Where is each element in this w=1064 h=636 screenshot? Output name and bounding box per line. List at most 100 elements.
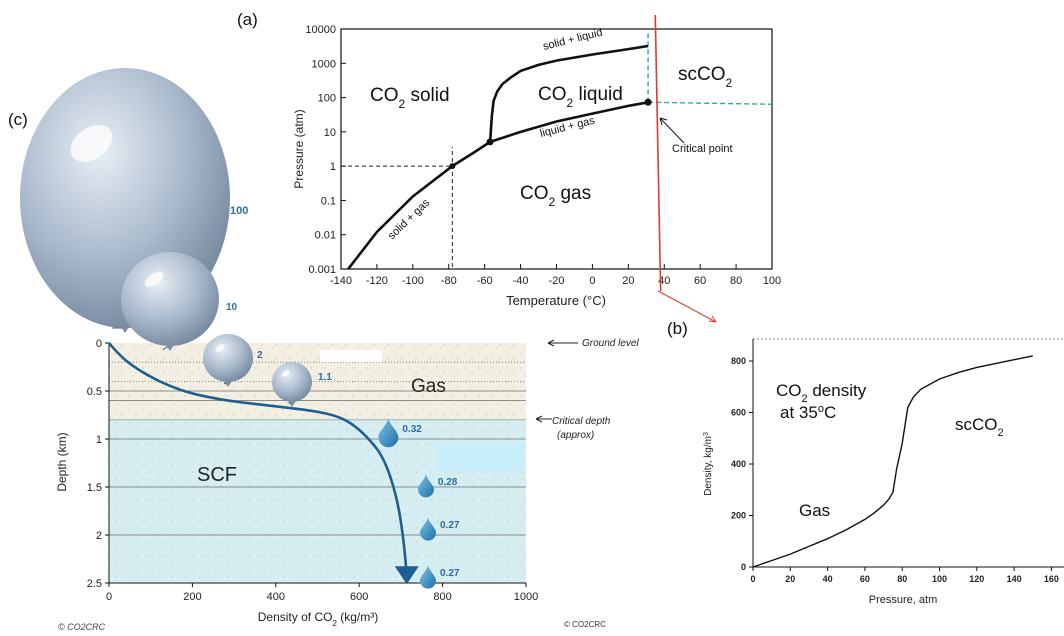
panel-a-frame: [340, 28, 773, 270]
gas-region-label: Gas: [411, 376, 446, 397]
droplet-value-label: 0.32: [402, 424, 422, 435]
critical-point-arrow: [659, 117, 685, 144]
x-tick-label-b: 160: [1044, 574, 1059, 584]
droplet-shape: [378, 418, 399, 448]
balloon-shape: [121, 252, 219, 346]
temperature-axis-label: Temperature (°C): [506, 293, 606, 308]
vaporization-curve: [489, 101, 649, 144]
droplet-value-label: 0.27: [440, 568, 460, 579]
balloon-knot: [166, 345, 174, 351]
co2-gas-label: CO2 gas: [520, 183, 591, 209]
x-tick-label: 20: [622, 275, 634, 287]
density-annotation-line1: CO2 density: [776, 381, 867, 405]
x-tick-label-b: 60: [860, 574, 870, 584]
x-tick-label: -60: [477, 275, 493, 287]
panel-label-a: (a): [237, 10, 258, 29]
pressure-axis-label-b: Pressure, atm: [869, 594, 937, 606]
panel-a-ticks: -140 -120 -100 -80 -60 -40 -20 0 20 40 60 80 1000.00…: [305, 24, 781, 287]
x-tick-label-c: 0: [106, 591, 112, 603]
density-curve: [752, 355, 1033, 568]
y-tick-label-c: 2.5: [87, 578, 102, 590]
gas-region-label-b: Gas: [799, 501, 830, 520]
panel-label-b: (b): [667, 319, 688, 338]
critical-depth-label-line2: (approx): [557, 430, 594, 441]
balloon-knot: [288, 401, 296, 407]
curve-arrowhead: [394, 566, 419, 585]
x-tick-label-b: 20: [785, 574, 795, 584]
droplet-value-label: 0.28: [438, 477, 458, 488]
x-tick-label-c: 400: [267, 591, 285, 603]
panel-a-phase-diagram: -140 -120 -100 -80 -60 -40 -20 0 20 40 60 80 1000.00…: [237, 10, 781, 308]
y-tick-label: 0.01: [315, 230, 336, 242]
droplet-shape: [417, 474, 434, 498]
panel-c-ticks: 0 200 400 600 800 1000 0 0.5 1 1.5 2 2.5: [87, 338, 539, 603]
y-tick-label: 100: [318, 93, 336, 105]
y-tick-label-c: 0.5: [87, 386, 102, 398]
y-tick-label: 1: [330, 161, 336, 173]
balloon-knot: [121, 327, 129, 333]
balloon-value-label: 2: [257, 350, 263, 361]
ground-level-arrow: [547, 339, 578, 347]
balloon: 2: [203, 334, 263, 387]
x-tick-label: 0: [589, 275, 595, 287]
x-tick-label-b: 0: [750, 574, 755, 584]
x-tick-label-b: 80: [897, 574, 907, 584]
x-tick-label-b: 140: [1007, 574, 1022, 584]
density-axis-label-b: Density, kg/m3: [703, 432, 715, 496]
credit-right: © CO2CRC: [564, 620, 606, 629]
balloon-shape: [203, 334, 253, 382]
x-tick-label: -100: [402, 275, 424, 287]
y-tick-label-b: 800: [731, 356, 746, 366]
critical-depth-label-line1: Critical depth: [552, 416, 611, 427]
y-tick-label: 0.001: [308, 264, 336, 276]
balloon-highlight: [144, 271, 164, 287]
x-tick-label-c: 200: [183, 591, 201, 603]
balloon-highlight: [70, 124, 113, 162]
x-tick-label-b: 120: [969, 574, 984, 584]
y-tick-label-c: 2: [96, 530, 102, 542]
light-blue-mask: [434, 442, 524, 472]
x-tick-label-b: 40: [823, 574, 833, 584]
x-tick-label-c: 1000: [514, 591, 538, 603]
balloon-shape: [272, 362, 312, 402]
critical-depth-arrow: [535, 415, 552, 423]
x-tick-label-c: 800: [433, 591, 451, 603]
x-tick-label-c: 600: [350, 591, 368, 603]
x-tick-label: -20: [549, 275, 565, 287]
x-tick-label: 80: [730, 275, 742, 287]
balloon-highlight: [281, 370, 290, 377]
y-tick-label-c: 0: [96, 338, 102, 350]
density-axis-label: Density of CO2 (kg/m³): [258, 610, 378, 628]
panel-c-axes: [108, 343, 526, 584]
x-tick-label: -40: [513, 275, 529, 287]
y-tick-label-b: 400: [731, 459, 746, 469]
y-tick-label: 1000: [312, 58, 336, 70]
droplet: 0.27: [420, 565, 460, 589]
co2-solid-label: CO2 solid: [370, 85, 450, 111]
x-tick-label: -120: [366, 275, 388, 287]
melting-curve: [488, 44, 649, 142]
white-mask: [320, 350, 382, 362]
pressure-axis-label: Pressure (atm): [292, 109, 306, 188]
x-tick-label: -80: [441, 275, 457, 287]
red-connector-arrow: [708, 315, 717, 323]
y-tick-label-c: 1: [96, 434, 102, 446]
droplet: 0.32: [378, 418, 422, 448]
y-tick-label: 10000: [305, 24, 336, 36]
y-tick-label-b: 200: [731, 511, 746, 521]
droplet: 0.28: [417, 474, 458, 498]
critical-point-marker: [644, 98, 652, 106]
x-tick-label: 100: [763, 275, 781, 287]
critical-point-label: Critical point: [672, 143, 733, 155]
droplet-shape: [420, 565, 437, 589]
x-tick-label: 60: [694, 275, 706, 287]
depth-axis-label: Depth (km): [55, 432, 69, 491]
co2-liquid-label: CO2 liquid: [538, 84, 623, 110]
ground-level-label: Ground level: [582, 338, 639, 349]
35-degree-red-line: [654, 14, 662, 292]
sublimation-curve: [347, 140, 491, 270]
balloons: 100 10 2 1.1: [20, 68, 332, 407]
x-tick-label: -140: [330, 275, 352, 287]
sc-co2-label: scCO2: [678, 64, 733, 90]
